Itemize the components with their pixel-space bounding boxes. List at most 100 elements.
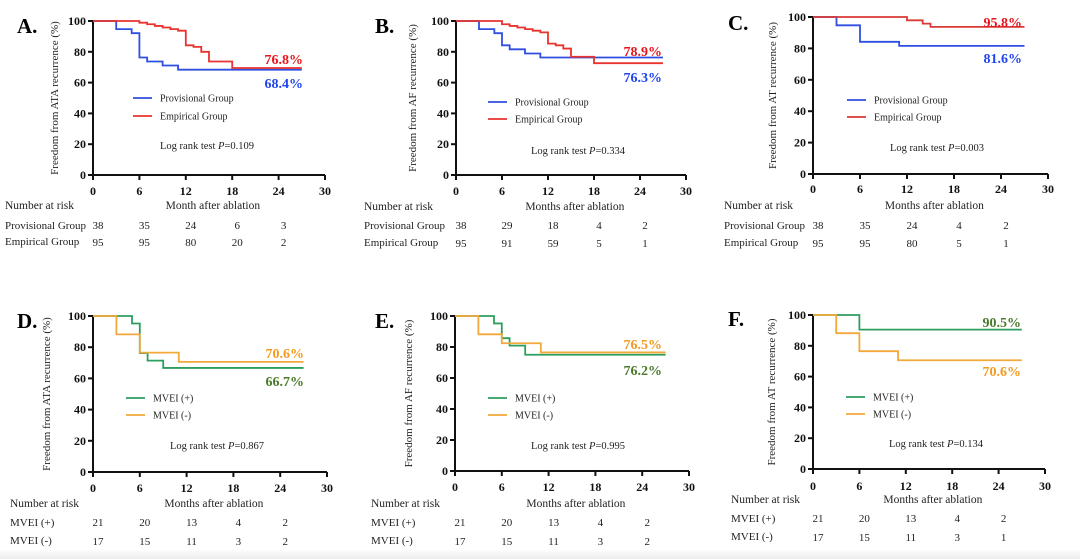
x-tick-label: 18 [588,184,600,198]
risk-row-label: MVEI (-) [731,531,773,543]
risk-count: 2 [282,536,288,548]
log-rank-p: P [227,441,235,452]
x-tick-label: 6 [137,481,143,495]
panel-letter: B. [375,14,394,38]
x-tick-label: 0 [810,479,816,493]
log-rank-p: P [946,439,954,450]
y-tick-label: 80 [794,339,806,353]
risk-count: 2 [642,220,648,232]
x-tick-label: 18 [227,481,239,495]
log-rank-prefix: Log rank test [531,146,589,157]
risk-count: 6 [234,220,240,232]
risk-count: 59 [548,238,560,250]
log-rank-annotation: Log rank test P=0.334 [531,146,626,157]
risk-count: 3 [598,536,604,548]
risk-count: 2 [644,536,650,548]
y-tick-label: 0 [80,465,86,479]
risk-count: 15 [501,536,513,548]
log-rank-prefix: Log rank test [889,439,947,450]
risk-count: 20 [139,517,151,529]
y-tick-label: 20 [74,137,86,151]
risk-count: 21 [455,517,466,529]
legend-label: Provisional Group [874,96,948,107]
risk-row-label: Provisional Group [364,220,445,232]
risk-count: 24 [185,220,197,232]
risk-row-label: Provisional Group [5,220,86,232]
risk-count: 2 [644,517,650,529]
x-tick-label: 0 [810,182,816,196]
risk-count: 95 [860,238,872,250]
y-tick-label: 80 [74,340,86,354]
risk-table-title: Number at risk [364,201,433,213]
risk-count: 21 [813,513,824,525]
y-tick-label: 80 [74,45,86,59]
risk-count: 21 [93,517,104,529]
legend-label: MVEI (+) [515,394,555,405]
x-axis-title: Months after ablation [525,201,624,213]
log-rank-p: P [947,143,955,154]
x-tick-label: 6 [857,182,863,196]
y-tick-label: 0 [80,168,86,182]
panel-letter: C. [728,11,748,35]
risk-count: 5 [596,238,602,250]
x-axis-title: Months after ablation [526,498,625,510]
risk-count: 11 [906,532,917,544]
risk-count: 35 [860,220,872,232]
risk-count: 35 [139,220,151,232]
x-tick-label: 12 [181,481,193,495]
risk-count: 38 [93,220,105,232]
x-tick-label: 6 [136,184,142,198]
risk-count: 20 [859,513,871,525]
risk-count: 17 [813,532,825,544]
y-tick-label: 60 [794,73,806,87]
legend-label: Empirical Group [160,112,227,123]
x-tick-label: 0 [90,481,96,495]
end-value-label: 76.3% [624,71,663,86]
end-value-label: 68.4% [265,77,304,92]
y-tick-label: 60 [436,371,448,385]
panel-letter: E. [375,309,394,333]
x-tick-label: 24 [273,184,285,198]
x-tick-label: 30 [680,184,692,198]
risk-row-label: MVEI (+) [10,517,55,529]
y-tick-label: 60 [794,370,806,384]
risk-count: 2 [1001,513,1007,525]
x-tick-label: 18 [589,480,601,494]
survival-curve-2 [456,20,663,65]
x-tick-label: 30 [321,481,333,495]
risk-count: 38 [813,220,825,232]
legend-label: MVEI (-) [873,410,911,421]
risk-count: 80 [907,238,919,250]
risk-row-label: Empirical Group [5,236,80,248]
panel-letter: F. [728,307,744,331]
y-tick-label: 100 [68,309,86,323]
x-tick-label: 0 [452,480,458,494]
end-value-label: 76.2% [624,364,663,379]
x-tick-label: 18 [948,182,960,196]
survival-curve-1 [93,20,302,71]
survival-curve-2 [455,315,666,354]
risk-table-title: Number at risk [731,494,800,506]
y-tick-label: 20 [74,434,86,448]
risk-table-title: Number at risk [724,200,793,212]
legend-label: MVEI (+) [153,394,193,405]
risk-count: 95 [93,237,105,249]
y-tick-label: 100 [431,14,449,28]
end-value-label: 90.5% [983,316,1022,331]
legend-label: MVEI (-) [515,411,553,422]
risk-count: 95 [139,237,151,249]
log-rank-value: =0.003 [954,143,984,154]
risk-count: 1 [642,238,648,250]
risk-row-label: Empirical Group [724,237,799,249]
risk-count: 1 [1003,238,1009,250]
legend-label: Empirical Group [874,113,941,124]
y-tick-label: 0 [800,167,806,181]
panel-letter: A. [17,14,37,38]
y-axis-title: Freedom from AF recurrence (%) [407,24,419,172]
panel-letter: D. [17,309,37,333]
x-tick-label: 24 [636,480,648,494]
x-axis-title: Month after ablation [166,200,261,212]
log-rank-p: P [588,146,596,157]
log-rank-annotation: Log rank test P=0.995 [531,441,625,452]
risk-count: 4 [236,517,242,529]
